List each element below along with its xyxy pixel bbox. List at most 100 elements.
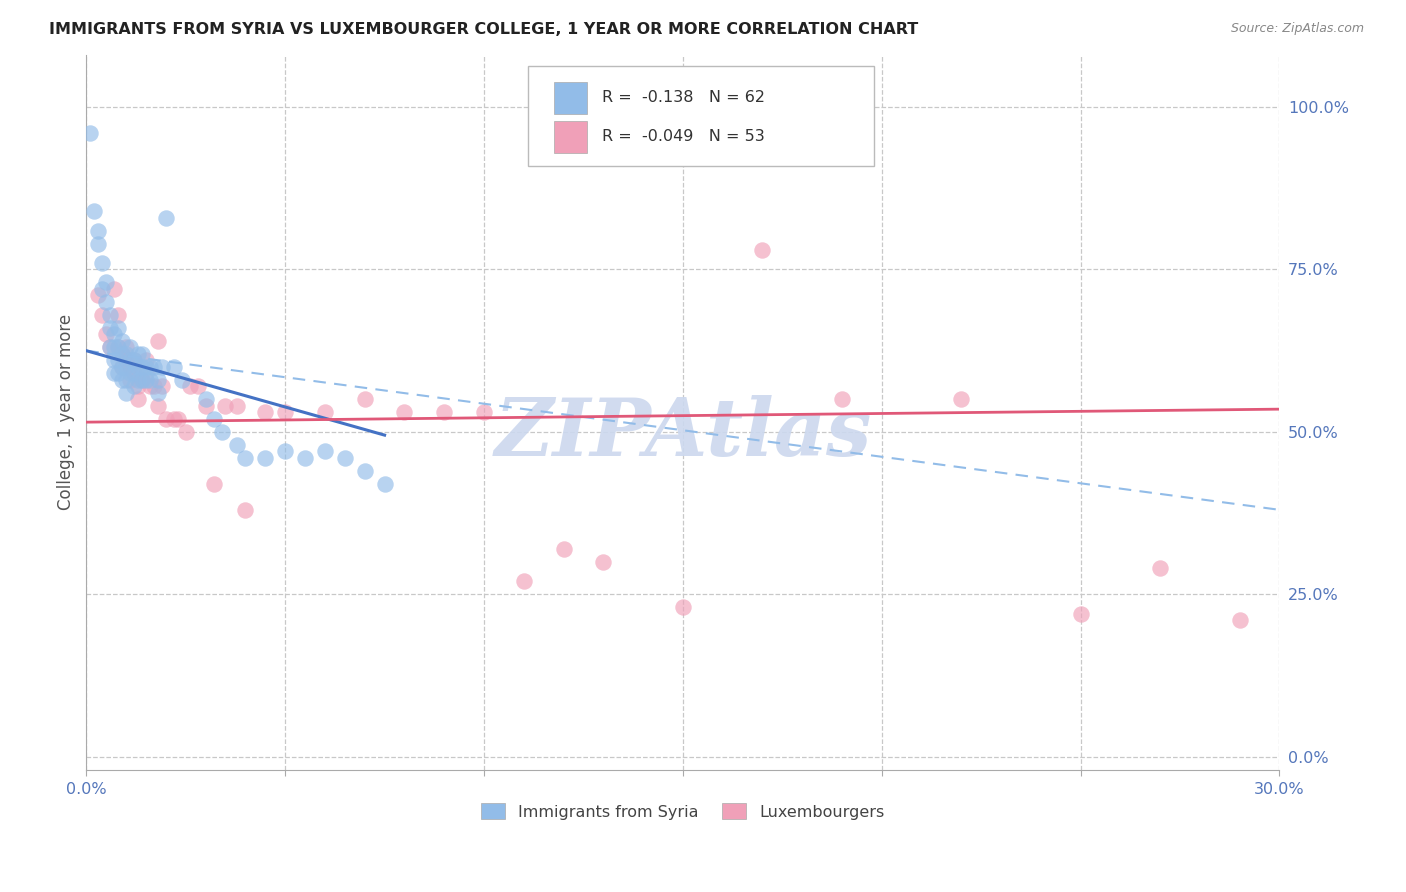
Point [122,367,145,381]
Point [170,373,193,387]
Point [135,353,157,368]
Point [142,379,165,393]
Point [163,359,186,374]
Point [118,373,141,387]
Point [111,359,134,374]
Point [115,341,138,355]
Point [146,385,169,400]
Point [87,236,110,251]
Point [314,444,336,458]
Point [155,211,177,225]
Point [950,392,973,407]
Point [96,276,118,290]
Point [111,347,134,361]
Point [103,367,125,381]
Point [592,555,614,569]
Point [115,353,138,368]
Point [111,334,134,348]
Point [131,359,153,374]
Point [131,347,153,361]
Point [374,476,396,491]
Point [135,373,157,387]
Point [135,367,157,381]
Point [1229,613,1251,627]
Text: R =  -0.049   N = 53: R = -0.049 N = 53 [602,129,765,145]
Point [146,399,169,413]
Point [127,373,149,387]
Point [107,353,129,368]
Point [226,399,249,413]
Point [107,308,129,322]
Point [333,450,356,465]
Point [115,347,138,361]
Point [91,256,114,270]
Point [87,223,110,237]
Point [111,359,134,374]
Point [91,308,114,322]
Point [194,399,217,413]
Point [672,600,695,615]
Point [83,204,105,219]
Point [131,373,153,387]
Point [127,379,149,393]
Point [122,379,145,393]
Point [751,243,773,257]
Point [353,392,375,407]
Point [187,379,209,393]
Point [107,367,129,381]
Point [513,574,536,589]
Legend: Immigrants from Syria, Luxembourgers: Immigrants from Syria, Luxembourgers [475,797,891,826]
Point [163,412,186,426]
Point [122,367,145,381]
Point [111,373,134,387]
Point [96,295,118,310]
FancyBboxPatch shape [527,66,873,166]
Point [214,399,236,413]
Point [274,405,297,419]
Point [98,341,121,355]
Point [202,412,225,426]
Point [142,359,165,374]
Point [127,347,149,361]
Point [103,353,125,368]
Point [235,450,257,465]
Point [91,282,114,296]
Point [122,353,145,368]
Point [118,341,141,355]
Point [135,359,157,374]
Point [107,341,129,355]
Point [1070,607,1092,621]
Point [314,405,336,419]
Point [254,450,277,465]
Point [122,353,145,368]
Point [115,359,138,374]
Point [111,347,134,361]
Point [1149,561,1171,575]
Point [118,359,141,374]
Point [179,379,201,393]
Text: IMMIGRANTS FROM SYRIA VS LUXEMBOURGER COLLEGE, 1 YEAR OR MORE CORRELATION CHART: IMMIGRANTS FROM SYRIA VS LUXEMBOURGER CO… [49,22,918,37]
Y-axis label: College, 1 year or more: College, 1 year or more [58,314,75,510]
Point [166,412,188,426]
Point [831,392,853,407]
Text: ZIPAtlas: ZIPAtlas [494,395,872,473]
Point [118,367,141,381]
Point [103,282,125,296]
Point [115,373,138,387]
Text: Source: ZipAtlas.com: Source: ZipAtlas.com [1230,22,1364,36]
Text: R =  -0.138   N = 62: R = -0.138 N = 62 [602,90,765,105]
Point [107,341,129,355]
Point [96,327,118,342]
Point [150,359,173,374]
Point [98,308,121,322]
Point [274,444,297,458]
Point [294,450,316,465]
Point [394,405,416,419]
Point [98,341,121,355]
Point [118,353,141,368]
Point [127,359,149,374]
Point [211,425,233,439]
Point [107,321,129,335]
Point [98,321,121,335]
Point [472,405,495,419]
